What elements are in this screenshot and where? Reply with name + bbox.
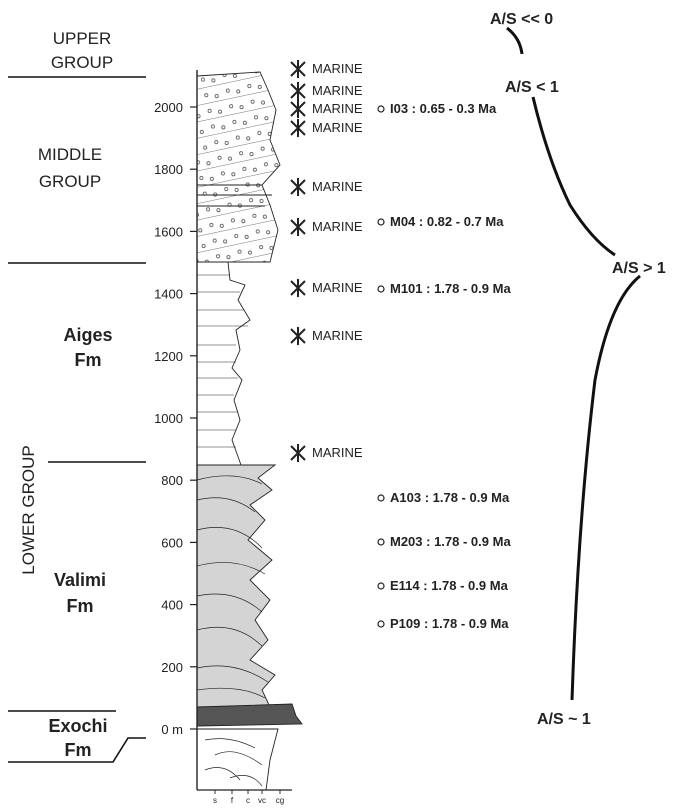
marine-label: MARINE	[312, 120, 363, 135]
grain-size-label: f	[231, 796, 234, 805]
marine-markers	[290, 60, 306, 462]
sample-label: P109 : 1.78 - 0.9 Ma	[390, 616, 509, 631]
sample-label: M203 : 1.78 - 0.9 Ma	[390, 534, 511, 549]
marine-label: MARINE	[312, 219, 363, 234]
grain-size-label: vc	[258, 796, 266, 805]
sample-label: A103 : 1.78 - 0.9 Ma	[390, 490, 510, 505]
unit-boundaries	[8, 76, 146, 763]
tick-label: 1000	[154, 411, 183, 426]
unit-label: Fm	[65, 740, 92, 760]
tick-label: 1800	[154, 162, 183, 177]
tick-label: 1200	[154, 349, 183, 364]
marine-label: MARINE	[312, 101, 363, 116]
as-label: A/S ~ 1	[537, 711, 591, 728]
as-label: A/S << 0	[490, 11, 553, 28]
marine-label: MARINE	[312, 61, 363, 76]
unit-label: GROUP	[51, 53, 113, 72]
tick-label: 800	[161, 473, 183, 488]
as-curves	[506, 26, 641, 701]
as-label: A/S > 1	[612, 260, 666, 277]
tick-label: 2000	[154, 100, 183, 115]
tick-label: 1600	[154, 224, 183, 239]
sample-label: E114 : 1.78 - 0.9 Ma	[390, 578, 509, 593]
unit-label: Aiges	[63, 325, 112, 345]
sample-label: M04 : 0.82 - 0.7 Ma	[390, 214, 504, 229]
unit-label: GROUP	[39, 172, 101, 191]
marine-label: MARINE	[312, 328, 363, 343]
lithology	[196, 70, 303, 794]
grain-size-label: s	[213, 796, 217, 805]
tick-label: 1400	[154, 287, 183, 302]
sample-dots	[377, 105, 385, 628]
tick-label: 200	[161, 660, 183, 675]
marine-label: MARINE	[312, 179, 363, 194]
grain-size-label: cg	[276, 796, 284, 805]
marine-label: MARINE	[312, 280, 363, 295]
sample-label: I03 : 0.65 - 0.3 Ma	[390, 101, 497, 116]
sample-label: M101 : 1.78 - 0.9 Ma	[390, 281, 511, 296]
unit-label: Fm	[67, 596, 94, 616]
tick-label: 600	[161, 535, 183, 550]
as-label: A/S < 1	[505, 79, 559, 96]
grain-size-label: c	[246, 796, 250, 805]
unit-label: Valimi	[54, 570, 106, 590]
unit-label: MIDDLE	[38, 145, 102, 164]
unit-label: UPPER	[53, 29, 112, 48]
tick-label: 400	[161, 598, 183, 613]
unit-label: Exochi	[48, 716, 107, 736]
unit-label: Fm	[75, 350, 102, 370]
tick-label: 0 m	[161, 722, 183, 737]
marine-label: MARINE	[312, 445, 363, 460]
unit-label: LOWER GROUP	[19, 445, 38, 574]
marine-label: MARINE	[312, 83, 363, 98]
